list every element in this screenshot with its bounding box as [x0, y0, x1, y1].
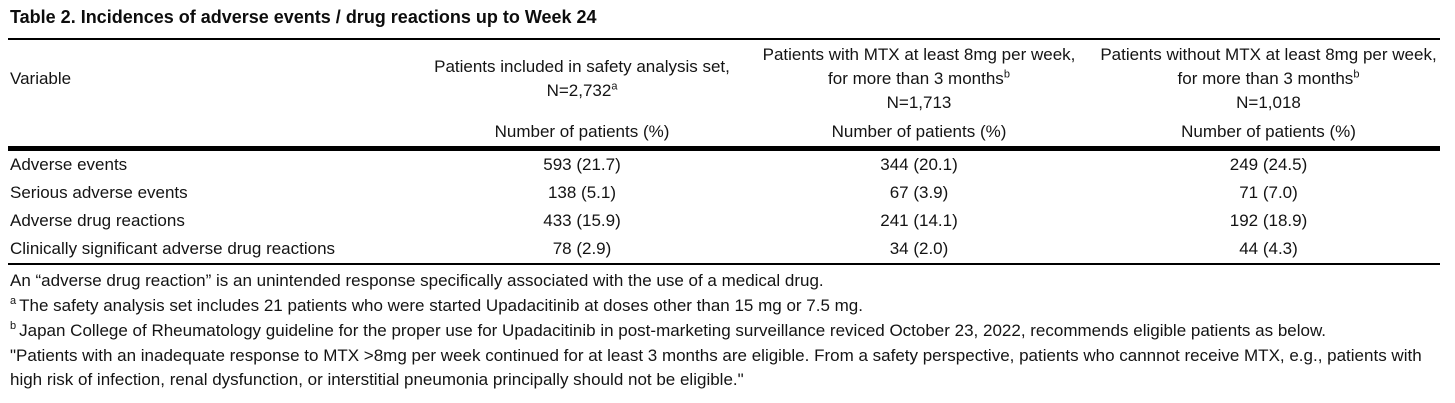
- subheader-count-3: Number of patients (%): [1097, 118, 1440, 151]
- header-without-mtx: Patients without MTX at least 8mg per we…: [1097, 39, 1440, 118]
- footnote-a: a The safety analysis set includes 21 pat…: [10, 295, 863, 315]
- cell-value: 593 (21.7): [543, 155, 621, 174]
- header-with-mtx: Patients with MTX at least 8mg per week,…: [741, 39, 1097, 118]
- footnote-marker-a: a: [10, 295, 17, 308]
- header-without-mtx-line2: for more than 3 months: [1177, 69, 1354, 88]
- cell-value: 67 (3.9): [889, 183, 949, 202]
- subheader-count-1: Number of patients (%): [423, 118, 741, 151]
- row-label: Clinically significant adverse drug reac…: [10, 239, 336, 258]
- footnote-definition: An “adverse drug reaction” is an uninten…: [10, 271, 824, 290]
- header-safety-set: Patients included in safety analysis set…: [423, 39, 741, 118]
- row-label: Adverse drug reactions: [10, 211, 185, 230]
- cell-value: 241 (14.1): [880, 211, 958, 230]
- header-with-mtx-n: N=1,713: [886, 93, 952, 112]
- header-variable: Variable: [10, 69, 72, 88]
- row-label: Serious adverse events: [10, 183, 188, 202]
- table-row-serious-adverse-events: Serious adverse events 138 (5.1) 67 (3.9…: [8, 179, 1440, 207]
- cell-value: 34 (2.0): [889, 239, 949, 258]
- cell-value: 192 (18.9): [1229, 211, 1308, 230]
- subheader-count-2: Number of patients (%): [741, 118, 1097, 151]
- header-with-mtx-line2: for more than 3 months: [828, 69, 1004, 88]
- footnote-marker-a: a: [611, 80, 618, 93]
- footnote-quote: "Patients with an inadequate response to…: [10, 346, 1422, 389]
- footnotes-section: An “adverse drug reaction” is an uninten…: [10, 269, 1455, 392]
- header-safety-set-line1: Patients included in safety analysis set…: [434, 57, 730, 76]
- cell-value: 78 (2.9): [552, 239, 612, 258]
- header-row: Variable Patients included in safety ana…: [8, 39, 1440, 118]
- cell-value: 44 (4.3): [1239, 239, 1298, 258]
- table-row-clinically-significant-adr: Clinically significant adverse drug reac…: [8, 235, 1440, 264]
- header-without-mtx-n: N=1,018: [1236, 93, 1301, 112]
- row-label: Adverse events: [10, 155, 128, 174]
- footnote-b: b Japan College of Rheumatology guideline…: [10, 320, 1327, 340]
- subheader-empty: [8, 118, 423, 151]
- subheader-row: Number of patients (%) Number of patient…: [8, 118, 1440, 151]
- table-row-adverse-events: Adverse events 593 (21.7) 344 (20.1) 249…: [8, 149, 1440, 180]
- footnote-marker-b: b: [10, 320, 17, 333]
- footnote-marker-b: b: [1003, 68, 1010, 81]
- header-without-mtx-line1: Patients without MTX at least 8mg per we…: [1100, 45, 1437, 64]
- cell-value: 433 (15.9): [543, 211, 621, 230]
- cell-value: 249 (24.5): [1229, 155, 1308, 174]
- table-title: Table 2. Incidences of adverse events / …: [10, 7, 597, 27]
- adverse-events-table: Variable Patients included in safety ana…: [8, 38, 1440, 265]
- cell-value: 138 (5.1): [547, 183, 617, 202]
- cell-value: 344 (20.1): [880, 155, 958, 174]
- header-with-mtx-line1: Patients with MTX at least 8mg per week,: [762, 45, 1076, 64]
- header-safety-set-n: N=2,732: [546, 81, 612, 100]
- cell-value: 71 (7.0): [1239, 183, 1298, 202]
- table-row-adverse-drug-reactions: Adverse drug reactions 433 (15.9) 241 (1…: [8, 207, 1440, 235]
- footnote-marker-b: b: [1353, 68, 1360, 81]
